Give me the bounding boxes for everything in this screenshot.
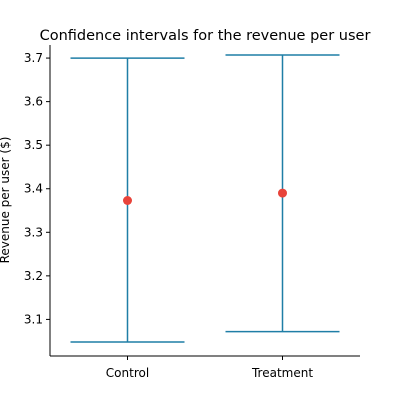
axes <box>49 45 360 357</box>
y-ticks: 3.1 3.2 3.3 3.4 3.5 3.6 3.7 <box>24 51 50 326</box>
y-tick-label: 3.1 <box>24 312 43 326</box>
x-tick-label: Treatment <box>251 366 313 380</box>
y-tick-label: 3.5 <box>24 138 43 152</box>
chart-title: Confidence intervals for the revenue per… <box>40 28 371 44</box>
y-tick-label: 3.2 <box>24 269 43 283</box>
x-ticks: Control Treatment <box>106 356 313 380</box>
x-tick-label: Control <box>106 366 149 380</box>
interval-marks <box>70 54 340 343</box>
y-tick-label: 3.4 <box>24 182 43 196</box>
y-axis-label: Revenue per user ($) <box>0 137 12 264</box>
mean-point <box>123 196 132 205</box>
y-tick-label: 3.7 <box>24 51 43 65</box>
y-tick-label: 3.3 <box>24 225 43 239</box>
y-tick-label: 3.6 <box>24 95 43 109</box>
mean-point <box>278 188 287 198</box>
